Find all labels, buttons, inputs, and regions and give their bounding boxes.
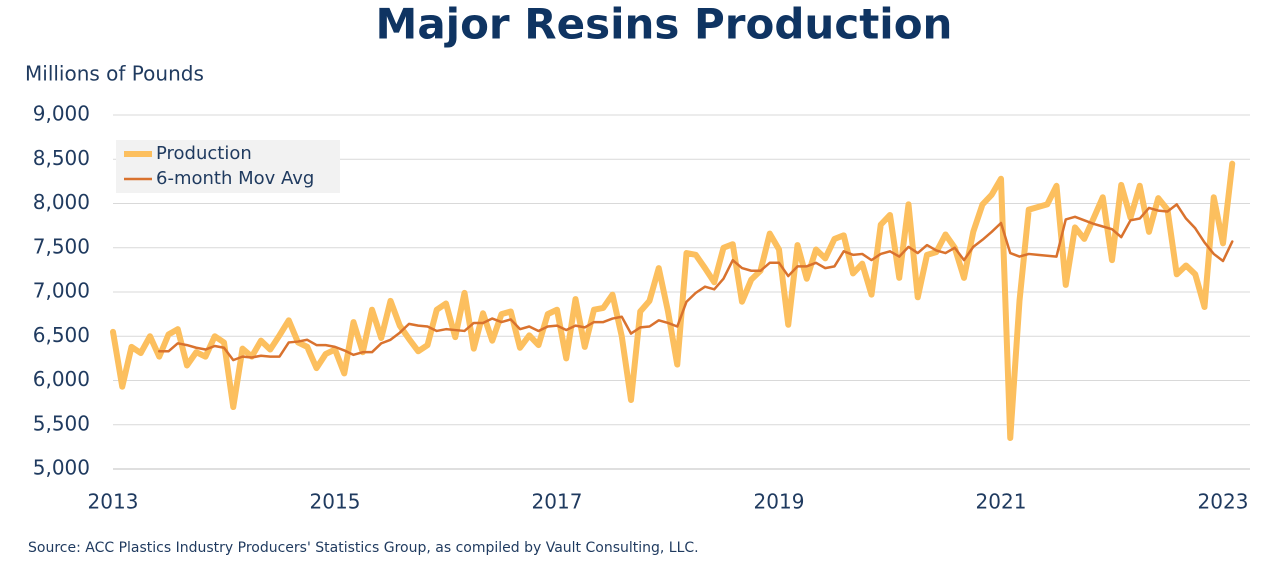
y-tick-label: 8,000 xyxy=(33,190,90,214)
y-tick-label: 8,500 xyxy=(33,146,90,170)
legend-label: Production xyxy=(156,143,252,164)
x-tick-label: 2015 xyxy=(310,490,361,514)
legend-label: 6-month Mov Avg xyxy=(156,168,314,189)
source-note: Source: ACC Plastics Industry Producers'… xyxy=(28,540,699,556)
x-tick-label: 2023 xyxy=(1198,490,1249,514)
y-tick-label: 6,000 xyxy=(33,367,90,391)
y-tick-label: 7,000 xyxy=(33,279,90,303)
y-tick-label: 9,000 xyxy=(33,102,90,126)
series-line xyxy=(110,160,1236,442)
y-axis-label: Millions of Pounds xyxy=(25,62,204,86)
x-tick-label: 2021 xyxy=(976,490,1027,514)
legend-box xyxy=(116,140,340,193)
x-tick-label: 2019 xyxy=(754,490,805,514)
x-tick-label: 2013 xyxy=(88,490,139,514)
y-tick-label: 6,500 xyxy=(33,323,90,347)
series-line xyxy=(158,203,1234,362)
y-tick-label: 5,000 xyxy=(33,456,90,480)
x-tick-label: 2017 xyxy=(532,490,583,514)
chart-title: Major Resins Production xyxy=(376,0,953,49)
y-tick-label: 7,500 xyxy=(33,234,90,258)
y-tick-label: 5,500 xyxy=(33,411,90,435)
